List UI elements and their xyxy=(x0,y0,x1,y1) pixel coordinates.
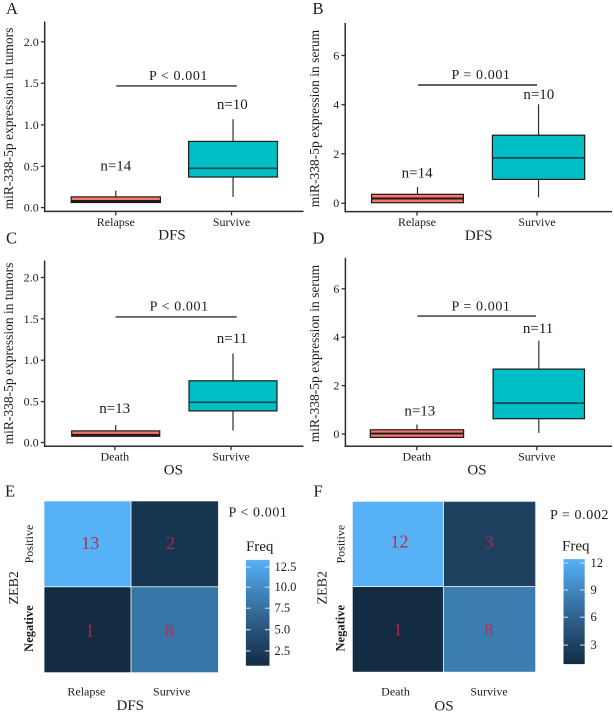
svg-text:Survive: Survive xyxy=(470,685,507,699)
svg-text:2.0: 2.0 xyxy=(24,35,39,49)
svg-text:DFS: DFS xyxy=(158,228,186,244)
svg-text:Survive: Survive xyxy=(518,450,555,464)
svg-text:miR-338-5p expression in serum: miR-338-5p expression in serum xyxy=(307,29,322,207)
svg-text:3: 3 xyxy=(485,532,494,552)
svg-text:8: 8 xyxy=(165,621,174,641)
svg-text:9: 9 xyxy=(591,583,597,597)
svg-text:12: 12 xyxy=(391,532,409,552)
svg-text:OS: OS xyxy=(434,699,453,715)
svg-text:DFS: DFS xyxy=(116,698,144,714)
svg-text:1: 1 xyxy=(85,620,94,640)
svg-text:Positive: Positive xyxy=(333,525,347,564)
svg-text:n=13: n=13 xyxy=(99,401,130,417)
svg-text:0.5: 0.5 xyxy=(24,159,39,173)
svg-text:7.5: 7.5 xyxy=(275,601,291,615)
svg-text:A: A xyxy=(6,0,18,18)
svg-text:Positive: Positive xyxy=(22,525,36,564)
svg-text:Freq: Freq xyxy=(246,539,274,555)
svg-text:4: 4 xyxy=(333,330,339,344)
svg-text:Survive: Survive xyxy=(213,215,250,229)
svg-text:13: 13 xyxy=(81,533,99,553)
svg-text:Freq: Freq xyxy=(562,539,590,555)
svg-text:P < 0.001: P < 0.001 xyxy=(150,300,209,315)
svg-text:12: 12 xyxy=(591,556,604,570)
svg-text:n=14: n=14 xyxy=(100,158,131,174)
svg-text:miR-338-5p expression in serum: miR-338-5p expression in serum xyxy=(307,264,322,442)
svg-text:2.5: 2.5 xyxy=(275,644,291,658)
svg-text:Survive: Survive xyxy=(212,450,249,464)
svg-text:P = 0.001: P = 0.001 xyxy=(451,300,510,315)
svg-text:6: 6 xyxy=(333,282,339,296)
svg-text:1: 1 xyxy=(394,619,403,639)
svg-text:2: 2 xyxy=(333,147,339,161)
svg-text:2: 2 xyxy=(333,379,339,393)
svg-text:E: E xyxy=(5,482,15,501)
svg-text:8: 8 xyxy=(484,619,493,639)
svg-text:ZEB2: ZEB2 xyxy=(316,571,331,604)
svg-text:P = 0.001: P = 0.001 xyxy=(451,68,510,83)
svg-text:F: F xyxy=(314,482,323,501)
svg-text:0.5: 0.5 xyxy=(24,395,39,409)
svg-text:n=13: n=13 xyxy=(404,403,435,419)
svg-text:5.0: 5.0 xyxy=(275,623,291,637)
svg-text:D: D xyxy=(313,229,325,248)
svg-text:miR-338-5p expression in tumor: miR-338-5p expression in tumors xyxy=(1,263,16,445)
svg-text:3: 3 xyxy=(591,638,597,652)
svg-text:Survive: Survive xyxy=(153,685,190,699)
svg-text:0.0: 0.0 xyxy=(24,201,39,215)
svg-text:Negative: Negative xyxy=(333,604,347,651)
svg-text:n=10: n=10 xyxy=(217,97,248,113)
svg-text:B: B xyxy=(313,0,324,18)
svg-text:2: 2 xyxy=(166,533,175,553)
svg-text:1.0: 1.0 xyxy=(24,353,39,367)
svg-text:miR-338-5p expression in tumor: miR-338-5p expression in tumors xyxy=(1,28,16,210)
svg-text:Negative: Negative xyxy=(22,605,36,652)
svg-text:n=14: n=14 xyxy=(402,165,433,181)
svg-text:Survive: Survive xyxy=(518,215,555,229)
svg-text:OS: OS xyxy=(467,463,486,479)
svg-text:n=10: n=10 xyxy=(523,87,554,103)
svg-text:ZEB2: ZEB2 xyxy=(7,571,22,604)
svg-text:n=11: n=11 xyxy=(217,331,247,347)
svg-text:P < 0.001: P < 0.001 xyxy=(149,69,208,84)
svg-text:Relapse: Relapse xyxy=(97,215,135,229)
svg-text:C: C xyxy=(6,229,17,248)
svg-text:4: 4 xyxy=(333,98,339,112)
svg-text:Death: Death xyxy=(402,450,431,464)
svg-text:P < 0.001: P < 0.001 xyxy=(228,506,287,521)
svg-text:OS: OS xyxy=(164,462,183,478)
svg-text:12.5: 12.5 xyxy=(275,560,297,574)
svg-text:0: 0 xyxy=(333,196,339,210)
svg-text:n=11: n=11 xyxy=(523,321,553,337)
svg-text:Death: Death xyxy=(381,685,410,699)
svg-text:1.5: 1.5 xyxy=(24,76,39,90)
svg-text:2.0: 2.0 xyxy=(24,271,39,285)
svg-text:Death: Death xyxy=(100,450,129,464)
svg-text:0: 0 xyxy=(333,427,339,441)
svg-text:DFS: DFS xyxy=(465,228,493,244)
svg-text:1.0: 1.0 xyxy=(24,118,39,132)
svg-text:10.0: 10.0 xyxy=(275,580,297,594)
svg-text:Relapse: Relapse xyxy=(67,685,105,699)
svg-text:P = 0.002: P = 0.002 xyxy=(550,508,609,523)
svg-text:6: 6 xyxy=(591,610,597,624)
svg-text:Relapse: Relapse xyxy=(398,215,436,229)
svg-text:0.0: 0.0 xyxy=(24,436,39,450)
svg-text:6: 6 xyxy=(333,49,339,63)
svg-text:1.5: 1.5 xyxy=(24,312,39,326)
